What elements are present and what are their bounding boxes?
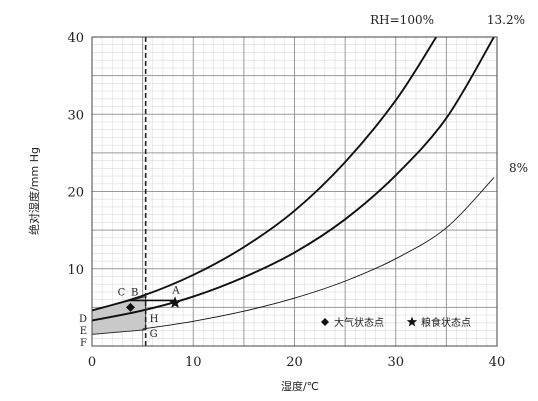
series-label-0: RH=100% [370, 13, 434, 27]
y-axis-title: 绝对湿度/mm Hg [27, 147, 41, 235]
point-label-h: H [150, 314, 159, 325]
axes: 0 10 20 30 40 10 20 30 40 湿度/℃ 绝对湿度/mm Hg [27, 31, 505, 393]
y-tick-label: 40 [67, 31, 84, 46]
series-label-2: 8% [509, 161, 528, 175]
point-label-a: A [171, 285, 180, 296]
point-label-g: G [150, 329, 158, 340]
x-axis-title: 湿度/℃ [281, 379, 319, 393]
x-tick-label: 20 [286, 355, 303, 370]
grain-state-star-marker [168, 296, 182, 308]
series-line-2 [142, 177, 495, 330]
point-label-b: B [131, 287, 138, 298]
x-tick-label: 30 [387, 355, 404, 370]
y-tick-label: 30 [67, 108, 84, 123]
x-tick-label: 0 [88, 355, 96, 370]
x-tick-label: 10 [185, 355, 202, 370]
point-label-d: D [79, 314, 87, 325]
series-line-1 [91, 36, 495, 322]
series-line-0 [91, 36, 438, 312]
legend-star-icon [406, 316, 418, 327]
legend: 大气状态点 粮食状态点 [321, 316, 471, 329]
y-tick-label: 20 [67, 186, 84, 201]
plot-frame [91, 36, 498, 347]
overlays [125, 37, 182, 346]
curves [91, 36, 495, 330]
x-tick-label: 40 [489, 355, 506, 370]
point-label-c: C [118, 287, 126, 298]
air-state-diamond-marker [125, 302, 135, 312]
legend-label-0: 大气状态点 [334, 316, 384, 329]
point-label-f: F [80, 338, 87, 349]
y-tick-label: 10 [67, 263, 84, 278]
point-label-e: E [80, 326, 87, 337]
legend-label-1: 粮食状态点 [421, 316, 471, 329]
legend-diamond-icon [321, 318, 329, 326]
labels: RH=100% 13.2% 8% A BC DEF GH [79, 13, 528, 349]
series-label-1: 13.2% [487, 13, 525, 27]
